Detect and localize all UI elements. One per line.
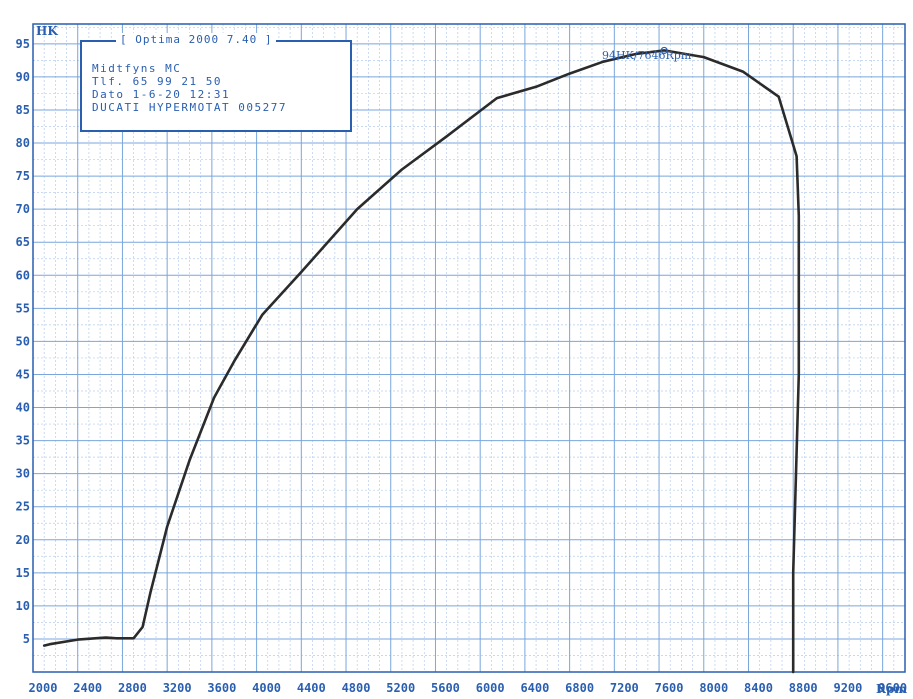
test-date: Dato 1-6-20 12:31 — [92, 88, 231, 101]
dealer-phone: Tlf. 65 99 21 50 — [92, 75, 222, 88]
y-axis-unit: HK — [36, 24, 58, 38]
y-tick-label: 85 — [16, 103, 30, 117]
x-tick-label: 8800 — [789, 681, 818, 695]
x-tick-label: 6400 — [520, 681, 549, 695]
dealer-name: Midtfyns MC — [92, 62, 182, 75]
x-tick-label: 4800 — [342, 681, 371, 695]
x-tick-label: 6000 — [476, 681, 505, 695]
y-tick-label: 90 — [16, 70, 30, 84]
x-tick-label: 9200 — [833, 681, 862, 695]
y-tick-label: 40 — [16, 401, 30, 415]
x-tick-label: 8000 — [699, 681, 728, 695]
y-tick-label: 60 — [16, 268, 30, 282]
x-tick-label: 2000 — [29, 681, 58, 695]
plot-frame — [32, 23, 906, 673]
x-tick-label: 4400 — [297, 681, 326, 695]
series-layer — [42, 49, 801, 674]
y-tick-label: 65 — [16, 235, 30, 249]
y-axis-ticks: 5 10 15 20 25 30 35 40 45 50 55 60 65 70 75 80 85 90 95 — [16, 37, 30, 646]
y-tick-label: 30 — [16, 467, 30, 481]
info-box-title: [ Optima 2000 7.40 ] — [116, 33, 277, 46]
y-tick-label: 95 — [16, 37, 30, 51]
y-tick-label: 20 — [16, 533, 30, 547]
y-tick-label: 70 — [16, 202, 30, 216]
x-axis-unit: Rpm — [876, 682, 907, 696]
y-tick-label: 45 — [16, 367, 30, 381]
y-tick-label: 50 — [16, 334, 30, 348]
y-tick-label: 15 — [16, 566, 30, 580]
x-tick-label: 9600 — [878, 681, 907, 695]
plot-border — [32, 23, 906, 673]
x-tick-label: 6800 — [565, 681, 594, 695]
vehicle-id: DUCATI HYPERMOTAT 005277 — [92, 101, 287, 114]
power-curve-line — [42, 49, 801, 674]
x-tick-label: 7200 — [610, 681, 639, 695]
y-tick-label: 75 — [16, 169, 30, 183]
x-tick-label: 5200 — [386, 681, 415, 695]
y-tick-label: 10 — [16, 599, 30, 613]
x-tick-label: 3200 — [163, 681, 192, 695]
info-box: [ Optima 2000 7.40 ] Midtfyns MC Tlf. 65… — [80, 33, 352, 132]
minor-grid — [33, 24, 906, 672]
x-tick-label: 2800 — [118, 681, 147, 695]
y-tick-label: 25 — [16, 500, 30, 514]
peak-marker-layer — [660, 46, 668, 55]
peak-marker — [660, 46, 668, 55]
x-tick-label: 7600 — [655, 681, 684, 695]
x-tick-label: 2400 — [73, 681, 102, 695]
y-tick-label: 80 — [16, 136, 30, 150]
y-tick-label: 55 — [16, 301, 30, 315]
x-tick-label: 4000 — [252, 681, 281, 695]
x-tick-label: 5600 — [431, 681, 460, 695]
y-tick-label: 5 — [23, 632, 30, 646]
x-axis-ticks: 2000 2400 2800 3200 3600 4000 4400 4800 5200 5600… — [29, 681, 908, 695]
x-tick-label: 3600 — [207, 681, 236, 695]
x-tick-label: 8400 — [744, 681, 773, 695]
y-tick-label: 35 — [16, 434, 30, 448]
peak-label: 94HK/7646Rpm — [602, 49, 692, 62]
